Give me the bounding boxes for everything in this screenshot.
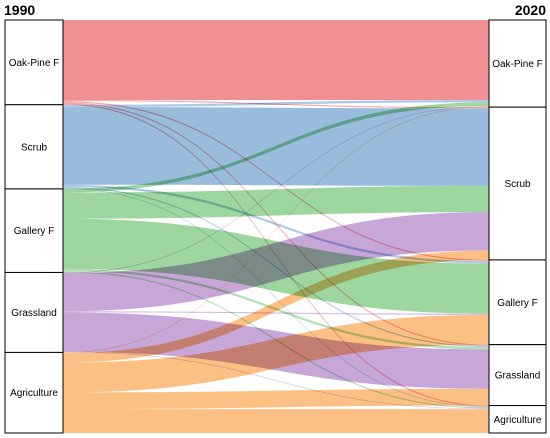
- right-node-label-agriculture: Agriculture: [494, 415, 542, 426]
- flow-gallery-f-to-oak-pine-f: [63, 102, 489, 193]
- flow-agriculture-to-grassland: [63, 388, 489, 410]
- flow-oak-pine-f-to-grassland: [63, 102, 489, 346]
- flow-oak-pine-f-to-agriculture: [63, 103, 489, 407]
- right-year-label: 2020: [515, 2, 546, 18]
- left-node-agriculture: [4, 351, 64, 434]
- flow-gallery-f-to-agriculture: [63, 271, 489, 409]
- flow-agriculture-to-oak-pine-f: [63, 106, 489, 354]
- flow-agriculture-to-scrub: [63, 250, 489, 363]
- right-node-scrub: [488, 106, 547, 261]
- flow-grassland-to-gallery-f: [63, 311, 489, 315]
- left-node-label-oak-pine-f: Oak-Pine F: [9, 58, 60, 69]
- right-node-grassland: [488, 344, 547, 407]
- flow-oak-pine-f-to-scrub: [63, 99, 489, 109]
- left-node-scrub: [4, 104, 64, 190]
- left-node-label-scrub: Scrub: [21, 142, 48, 153]
- flow-scrub-to-grassland: [63, 187, 489, 348]
- flow-oak-pine-f-to-oak-pine-f: [63, 20, 489, 100]
- flow-agriculture-to-gallery-f: [63, 314, 489, 393]
- flow-agriculture-to-agriculture: [63, 409, 489, 433]
- left-year-label: 1990: [4, 2, 35, 18]
- flow-grassland-to-agriculture: [63, 351, 489, 410]
- left-node-label-agriculture: Agriculture: [10, 388, 58, 399]
- left-node-label-grassland: Grassland: [11, 308, 57, 319]
- flow-oak-pine-f-to-gallery-f: [63, 101, 489, 262]
- left-node-label-gallery-f: Gallery F: [14, 226, 55, 237]
- flows-layer: [63, 20, 489, 433]
- right-node-label-gallery-f: Gallery F: [497, 298, 538, 309]
- right-node-agriculture: [488, 405, 547, 434]
- flow-grassland-to-oak-pine-f: [63, 105, 489, 274]
- nodes-layer: Oak-Pine F Scrub Gallery F Grassland Agricul…: [4, 19, 547, 434]
- left-node-oak-pine-f: [4, 19, 64, 106]
- right-node-label-scrub: Scrub: [504, 179, 531, 190]
- flow-gallery-f-to-grassland: [63, 268, 489, 350]
- flow-gallery-f-to-scrub: [63, 185, 489, 219]
- flow-scrub-to-agriculture: [63, 188, 489, 408]
- right-node-gallery-f: [488, 259, 547, 346]
- right-node-label-grassland: Grassland: [495, 371, 541, 382]
- left-node-gallery-f: [4, 188, 64, 273]
- right-node-oak-pine-f: [488, 19, 547, 108]
- right-node-label-oak-pine-f: Oak-Pine F: [492, 59, 543, 70]
